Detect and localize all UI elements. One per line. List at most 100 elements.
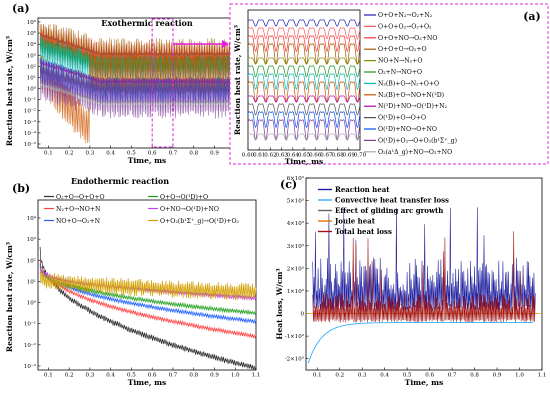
x-axis-label: Time, ms (128, 378, 167, 387)
x-tick-label: 0.63 (275, 153, 288, 159)
legend-entry: O+NO→O(¹D)+NO (160, 206, 219, 213)
x-tick-label: 0.8 (189, 373, 198, 379)
panel-b: (b) Endothermic reaction 0.1 0.2 0.3 0.4 0.5 0.… (5, 176, 260, 387)
inset-y-axis-label: Reaction heat rate, W/cm³ (233, 25, 242, 135)
x-tick-label: 0.3 (358, 373, 367, 379)
inset-series-line (247, 35, 361, 53)
legend-entry: O+O+O→O₂+O (378, 46, 427, 53)
y-tick-label: 10⁻⁵ (24, 141, 36, 148)
series-line (39, 259, 257, 340)
legend-entry: N₂(B)+O→N₂+O+O (378, 80, 439, 87)
legend-entry: N₂(B)+O→NO+N(²D) (378, 92, 444, 99)
y-tick-label: 5×10³ (287, 198, 304, 205)
panel-label: (c) (280, 178, 297, 191)
legend-entry: O+O₂(b¹Σ⁺_g)→O(¹D)+O₂ (160, 218, 240, 225)
x-tick-label: 0.9 (210, 373, 219, 379)
inset-series-line (247, 95, 361, 103)
y-tick-label: 10⁰ (27, 86, 37, 93)
y-tick-label: 10⁴ (27, 215, 37, 222)
y-tick-label: -2×10³ (285, 356, 304, 363)
x-tick-label: 0.65 (298, 153, 311, 159)
legend-entry: O+O→O(¹D)+O (160, 194, 208, 201)
series-line (39, 81, 257, 106)
y-tick-label: 2×10³ (287, 265, 304, 272)
y-tick-label: 10² (27, 63, 36, 70)
y-tick-label: 10⁻² (24, 342, 36, 349)
y-tick-label: 10⁻³ (24, 363, 36, 370)
plot-frame (37, 199, 257, 371)
x-tick-label: 0.4 (106, 373, 115, 379)
legend-entry: O₂(a¹Δ_g)+NO→O₂+NO (378, 149, 452, 156)
x-tick-label: 0.68 (331, 153, 344, 159)
x-tick-label: 0.67 (320, 153, 333, 159)
y-axis-label: Reaction heat rate, W/cm³ (5, 36, 14, 146)
x-tick-label: 1.0 (231, 373, 240, 379)
legend-entry: O₂+N→NO+O (378, 69, 422, 76)
y-tick-label: 4×10³ (287, 220, 304, 227)
inset-border (229, 3, 549, 165)
panel-c: (c) 0.1 0.2 0.3 0.4 0.5 0.6 0.7 0.8 0.9 1.0 1.1 6×10… (275, 175, 546, 387)
total-heat-loss-line (312, 231, 536, 323)
inset-series-line (247, 133, 361, 141)
legend-entry: N₂+O→NO+N (56, 206, 101, 213)
x-tick-label: 0.1 (313, 373, 322, 379)
legend-entry: Reaction heat (335, 185, 390, 194)
x-tick-label: 1.1 (538, 373, 547, 379)
x-tick-label: 0.5 (403, 373, 412, 379)
inset-series-line (247, 27, 361, 40)
x-tick-label: 0.6 (425, 373, 434, 379)
legend-entry: O+O+N₂→O₂+N₂ (378, 12, 433, 19)
x-tick-label: 0.3 (86, 373, 95, 379)
x-tick-label: 0.6 (148, 373, 157, 379)
plot-frame (305, 177, 543, 371)
panel-label: (a) (523, 10, 541, 23)
y-tick-label: 10⁴ (27, 41, 37, 48)
legend-entry: Convective heat transfer loss (335, 196, 449, 205)
inset-series-line (247, 81, 361, 103)
x-tick-label: 0.1 (44, 373, 53, 379)
legend-entry: Total heat loss (335, 227, 392, 236)
x-tick-label: 0.70 (354, 153, 367, 159)
series-line (39, 270, 257, 301)
x-tick-label: 1.0 (515, 373, 524, 379)
y-tick-label: 6×10³ (287, 175, 304, 182)
panel-label: (a) (12, 2, 30, 15)
y-tick-label: 3×10³ (287, 243, 304, 250)
x-tick-label: 0.62 (264, 153, 276, 159)
x-tick-label: 0.7 (169, 151, 178, 157)
series-line (39, 265, 257, 316)
inset-series-line (247, 19, 361, 27)
panel-a: (a) Exothermic reaction 0.1 0.2 0.3 0.4 0.5 0.6… (5, 2, 549, 166)
x-tick-label: 0.9 (493, 373, 502, 379)
y-axis-label: Heat loss, W/cm³ (275, 268, 284, 339)
x-tick-label: 1.1 (252, 373, 261, 379)
y-tick-label: 10² (27, 257, 36, 264)
x-tick-label: 0.5 (127, 373, 136, 379)
x-tick-label: 0.61 (253, 153, 265, 159)
y-tick-label: 10⁶ (27, 19, 37, 26)
x-tick-label: 0.7 (448, 373, 457, 379)
x-axis-label: Time, ms (128, 156, 167, 165)
y-axis-label: Reaction heat rate, W/cm³ (5, 242, 14, 352)
x-tick-label: 0.1 (44, 151, 53, 157)
legend-entry: Joule heat (334, 217, 376, 226)
y-tick-label: 10⁻⁴ (24, 130, 37, 137)
x-tick-label: 0.2 (65, 151, 74, 157)
legend-entry: O₂+O→O+O+O (56, 194, 105, 201)
legend-entry: O(¹D)+NO→O+NO (378, 126, 437, 133)
legend-entry: O+O+O₂→O₂+O₂ (378, 23, 432, 30)
y-tick-label: 1×10³ (287, 288, 304, 295)
y-tick-label: 10⁻¹ (24, 321, 36, 328)
legend-entry: O(¹D)+O₂→O+O₂(b¹Σ⁺_g) (378, 137, 457, 144)
panel-label: (b) (12, 182, 30, 195)
x-tick-label: 0.9 (210, 151, 219, 157)
inset-series-line (247, 103, 361, 116)
zoom-arrowhead (222, 40, 229, 48)
y-tick-label: 10³ (27, 52, 36, 59)
inset-series-line (247, 57, 361, 65)
x-tick-label: 0.66 (309, 153, 322, 159)
x-tick-label: 0.5 (127, 151, 136, 157)
legend-entry: O+O+NO→O₂+NO (378, 35, 437, 42)
chart-title: Exothermic reaction (101, 18, 193, 28)
